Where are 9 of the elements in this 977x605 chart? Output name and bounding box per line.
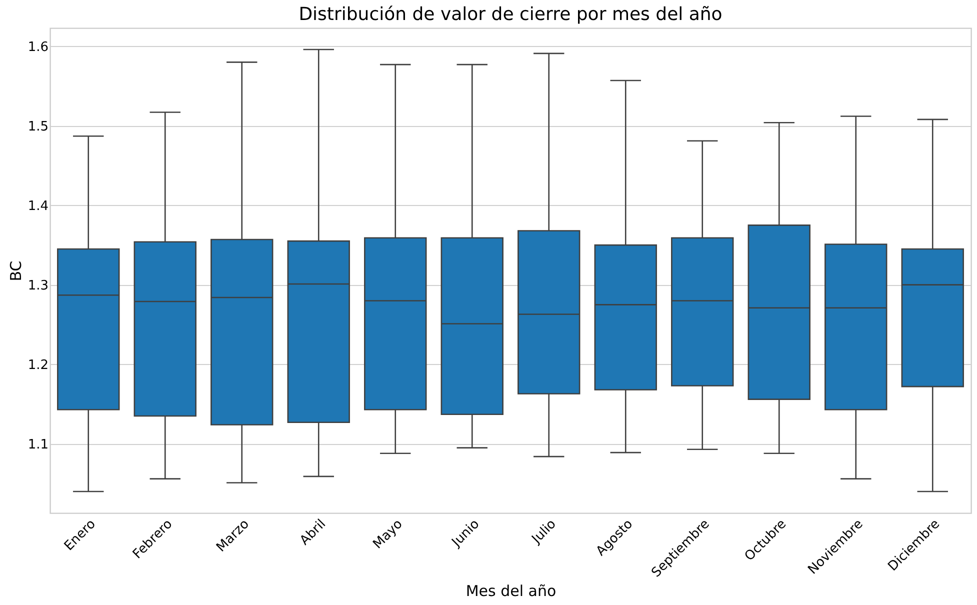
y-axis-title: BC bbox=[6, 260, 25, 282]
y-tick-label: 1.6 bbox=[28, 40, 48, 55]
chart-title: Distribución de valor de cierre por mes del año bbox=[298, 4, 722, 25]
y-tick-label: 1.1 bbox=[28, 437, 48, 452]
y-tick-label: 1.5 bbox=[28, 119, 48, 134]
y-tick-label: 1.2 bbox=[28, 358, 48, 373]
y-tick-label: 1.4 bbox=[28, 198, 48, 214]
x-axis-title: Mes del año bbox=[466, 582, 556, 600]
y-tick-label: 1.3 bbox=[28, 278, 48, 294]
